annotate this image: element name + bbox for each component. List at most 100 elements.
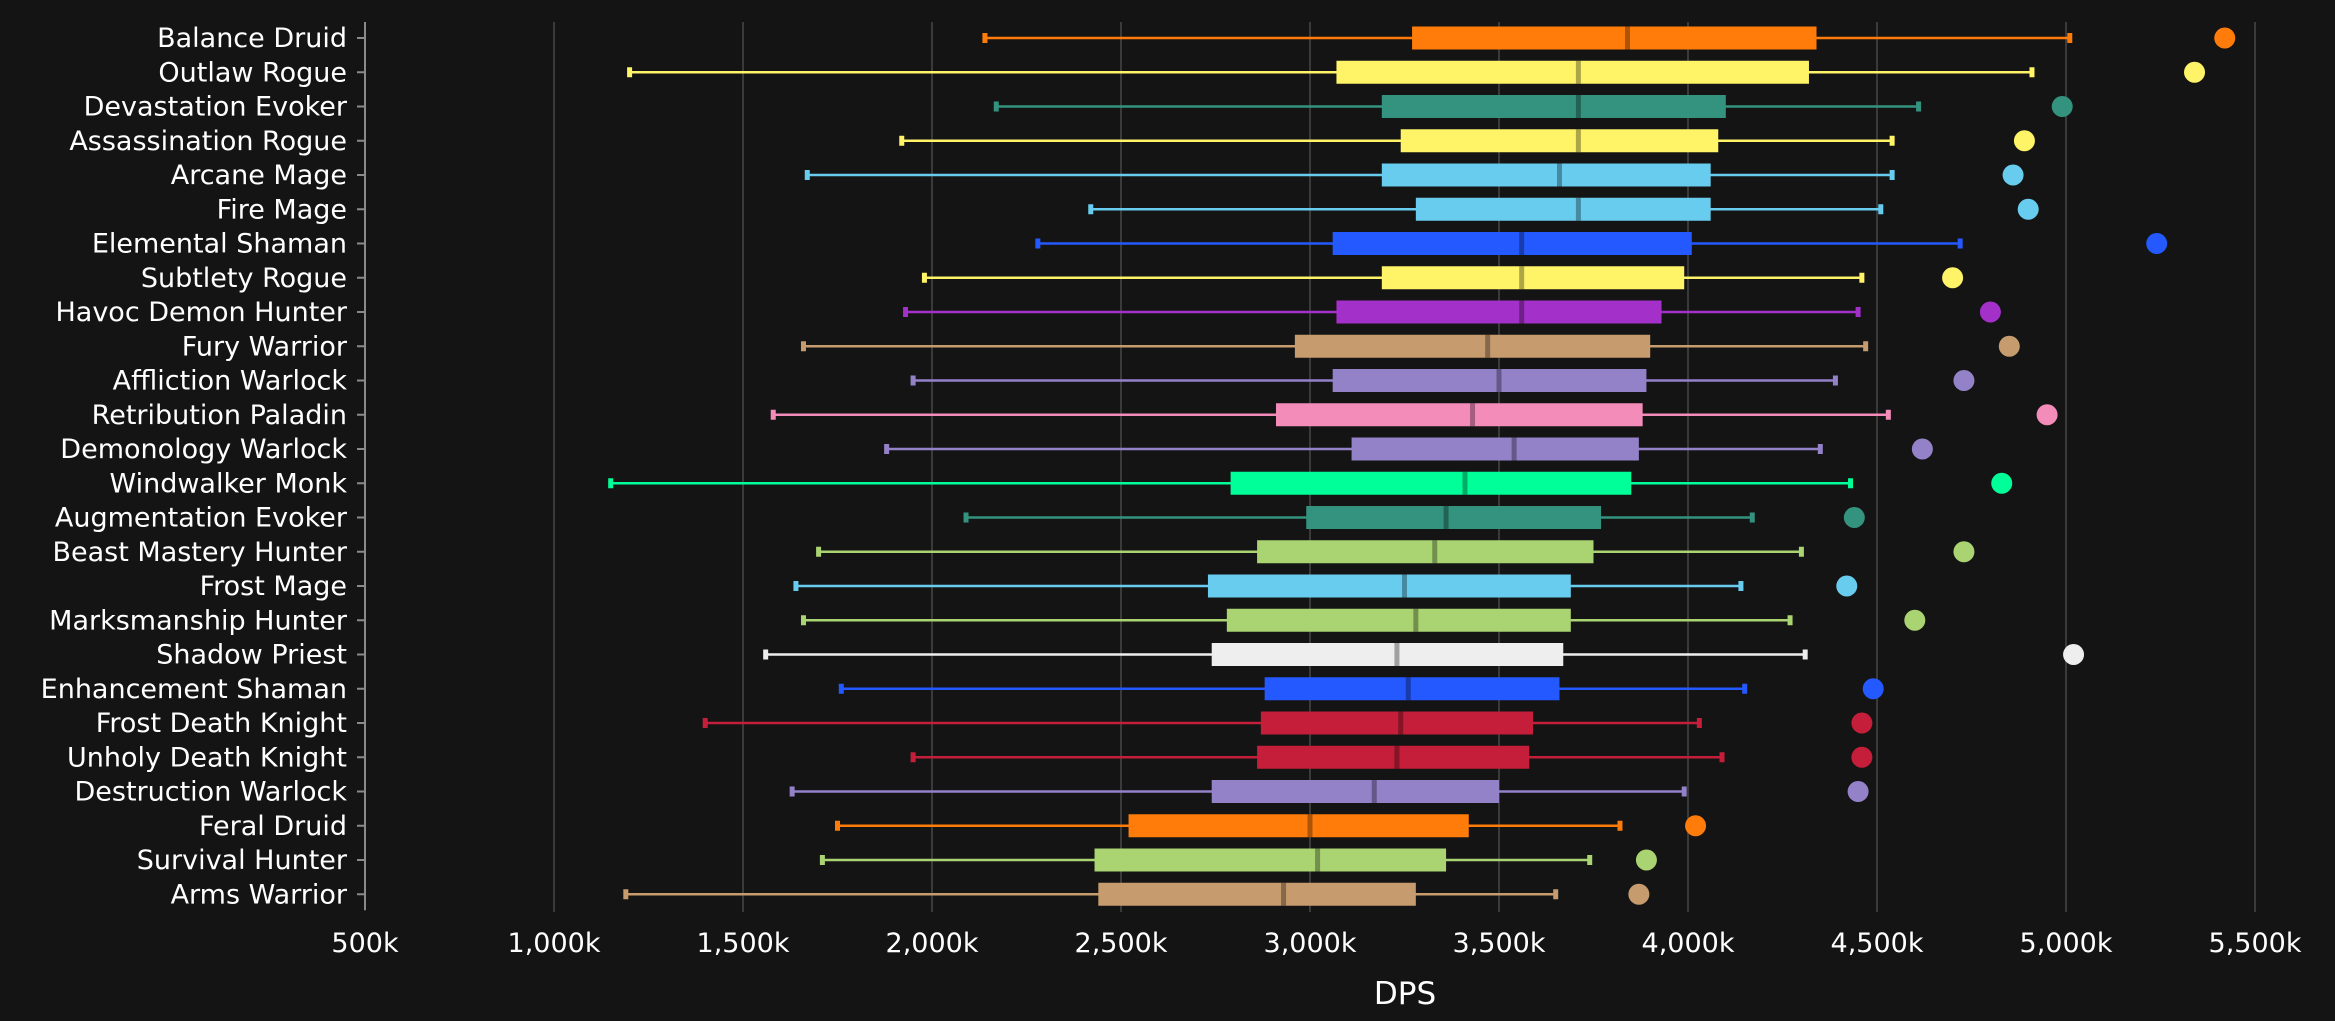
median-mark xyxy=(1413,608,1419,632)
median-mark xyxy=(1394,745,1400,769)
category-label: Marksmanship Hunter xyxy=(49,605,348,636)
box-group xyxy=(982,26,2236,50)
whisker-cap-max xyxy=(1889,135,1895,146)
x-tick-label: 5,000k xyxy=(2020,928,2113,959)
whisker-cap-max xyxy=(1802,649,1808,660)
whisker-cap-min xyxy=(819,855,825,865)
category-label: Balance Druid xyxy=(157,23,347,54)
median-mark xyxy=(1371,780,1377,803)
max-point xyxy=(1991,472,2013,494)
median-mark xyxy=(1462,471,1468,495)
max-point xyxy=(1911,438,1933,460)
max-point xyxy=(1851,712,1873,734)
whisker-cap-min xyxy=(793,581,799,591)
max-point xyxy=(1904,609,1926,631)
iqr-box xyxy=(1381,266,1685,290)
iqr-box xyxy=(1294,334,1651,358)
box-group xyxy=(627,60,2206,84)
category-label: Frost Death Knight xyxy=(96,708,347,739)
iqr-box xyxy=(1257,540,1594,564)
iqr-box xyxy=(1275,403,1643,427)
box-group xyxy=(819,848,1657,872)
median-mark xyxy=(1575,95,1581,118)
median-mark xyxy=(1307,814,1313,838)
box-group xyxy=(608,471,2013,495)
whisker-cap-max xyxy=(2029,67,2035,78)
whisker-cap-min xyxy=(800,341,806,352)
whisker-cap-max xyxy=(1719,752,1725,763)
category-label: Fire Mage xyxy=(217,194,347,225)
whisker-cap-max xyxy=(1696,718,1702,728)
iqr-box xyxy=(1211,643,1564,666)
iqr-box xyxy=(1415,197,1711,221)
max-point xyxy=(2051,96,2073,117)
iqr-box xyxy=(1332,369,1647,392)
box-group xyxy=(800,608,1926,632)
max-point xyxy=(1953,541,1975,563)
max-point xyxy=(2002,164,2024,186)
box-group xyxy=(816,540,1975,564)
whisker-cap-min xyxy=(770,409,776,420)
iqr-box xyxy=(1336,300,1662,324)
max-point xyxy=(2036,404,2058,426)
max-point xyxy=(1942,267,1964,289)
category-label: Havoc Demon Hunter xyxy=(55,297,347,328)
x-tick-label: 2,500k xyxy=(1075,928,1168,959)
median-mark xyxy=(1485,334,1491,358)
whisker-cap-min xyxy=(800,615,806,626)
x-tick-label: 1,000k xyxy=(508,928,601,959)
x-tick-label: 4,500k xyxy=(1831,928,1924,959)
box-group xyxy=(884,437,1933,461)
max-point xyxy=(1847,781,1869,802)
median-mark xyxy=(1625,26,1631,50)
category-label: Frost Mage xyxy=(200,571,347,602)
category-label: Fury Warrior xyxy=(182,331,348,362)
median-mark xyxy=(1496,369,1502,392)
iqr-box xyxy=(1211,780,1499,803)
whisker-cap-min xyxy=(963,512,969,523)
iqr-box xyxy=(1098,882,1416,906)
max-point xyxy=(1685,815,1707,837)
whisker-cap-max xyxy=(1863,341,1869,352)
box-group xyxy=(910,745,1873,769)
max-point xyxy=(2013,130,2035,152)
category-label: Assassination Rogue xyxy=(69,126,347,157)
whisker-cap-max xyxy=(1878,204,1884,215)
category-label: Affliction Warlock xyxy=(113,366,348,397)
box-group xyxy=(963,506,1865,529)
x-axis-title: DPS xyxy=(1374,976,1436,1012)
box-group xyxy=(770,403,2058,427)
whisker-cap-min xyxy=(910,752,916,763)
whisker-cap-max xyxy=(1855,307,1861,317)
whisker-cap-max xyxy=(1885,409,1891,420)
whisker-cap-max xyxy=(1787,615,1793,626)
median-mark xyxy=(1519,266,1525,290)
x-tick-label: 2,000k xyxy=(886,928,979,959)
box-group xyxy=(835,814,1707,838)
whisker-cap-max xyxy=(1553,889,1559,900)
category-label: Enhancement Shaman xyxy=(41,674,347,705)
box-group xyxy=(789,780,1869,803)
box-group xyxy=(793,574,1858,598)
iqr-box xyxy=(1412,26,1817,50)
whisker-cap-min xyxy=(627,67,633,78)
box-series xyxy=(608,26,2236,906)
iqr-box xyxy=(1336,60,1809,84)
median-mark xyxy=(1470,403,1476,427)
max-point xyxy=(1862,678,1884,700)
whisker-cap-max xyxy=(1617,820,1623,831)
iqr-box xyxy=(1400,129,1719,153)
iqr-box xyxy=(1381,95,1726,118)
whisker-cap-min xyxy=(1088,204,1094,215)
whisker-cap-min xyxy=(835,820,840,831)
max-point xyxy=(2146,233,2168,254)
category-label: Outlaw Rogue xyxy=(158,57,347,88)
x-tick-label: 3,500k xyxy=(1453,928,1546,959)
median-mark xyxy=(1556,163,1562,187)
median-mark xyxy=(1398,711,1404,735)
whisker-cap-min xyxy=(982,33,988,43)
iqr-box xyxy=(1264,677,1560,701)
whisker-cap-max xyxy=(1957,238,1963,249)
iqr-box xyxy=(1306,506,1602,529)
